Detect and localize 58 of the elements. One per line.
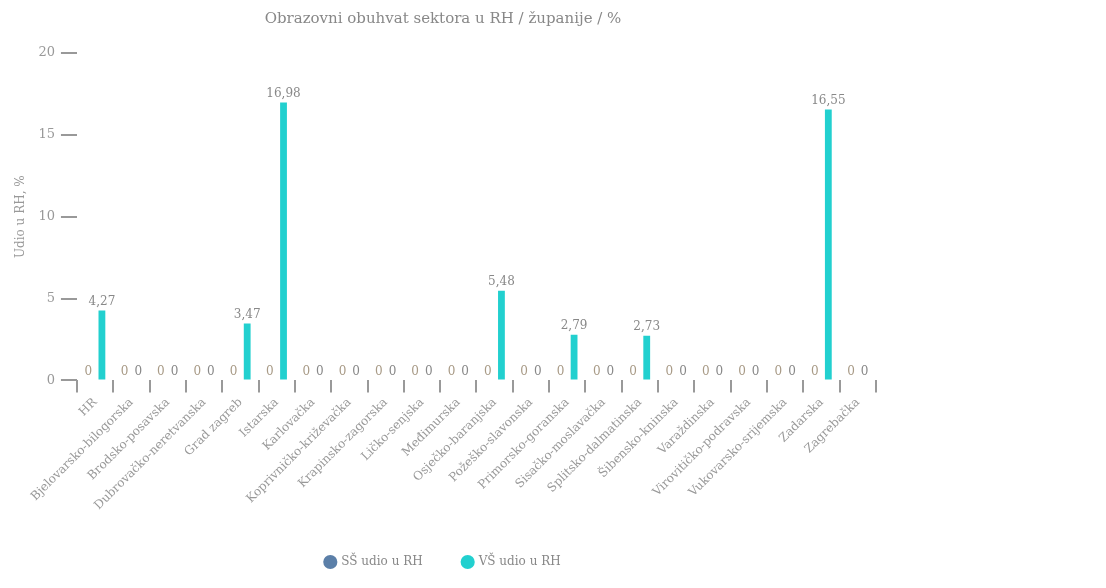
y-tick-label: 0 [46,371,55,387]
data-label: 0 [520,363,528,378]
data-label: 0 [738,363,746,378]
data-label: 0 [388,363,397,378]
bar [243,323,251,380]
data-label: 0 [556,363,565,378]
bar [824,109,832,380]
data-label: 0 [229,363,238,378]
y-tick-label: 10 [38,208,55,224]
legend-label: SŠ udio u RH [341,552,423,569]
data-label: 0 [411,363,419,378]
data-label: 0 [266,363,274,378]
legend-label: VŠ udio u RH [477,552,561,569]
y-tick-label: 5 [46,289,55,305]
data-label: 2,79 [560,317,588,332]
data-label: 0 [375,363,383,378]
data-label: 0 [751,363,760,378]
bar [280,102,287,380]
data-label: 0 [134,363,143,378]
data-label: 3,47 [233,306,261,321]
data-label: 0 [424,363,433,378]
data-label: 0 [592,363,601,378]
y-tick-label: 20 [38,44,55,60]
data-label: 0 [170,363,179,378]
y-tick-label: 15 [38,126,55,142]
data-label: 0 [774,363,783,378]
data-label: 0 [810,363,819,378]
data-label: 0 [665,363,674,378]
data-label: 0 [629,363,637,378]
bar [498,290,505,380]
data-label: 0 [447,363,456,378]
bar [643,335,651,380]
data-label: 5,48 [488,273,515,288]
data-label: 4,27 [88,293,116,308]
data-label: 0 [788,363,796,378]
data-label: 0 [207,363,215,378]
data-label: 0 [847,363,855,378]
data-label: 0 [193,363,202,378]
chart-title: Obrazovni obuhvat sektora u RH / županije / % [264,8,622,27]
data-label: 0 [606,363,615,378]
data-label: 16,55 [811,92,846,107]
data-label: 0 [352,363,360,378]
data-label: 0 [533,363,542,378]
data-label: 0 [302,363,311,378]
data-label: 0 [84,363,93,378]
y-axis-title: Udio u RH, % [13,175,28,259]
data-label: 0 [316,363,324,378]
data-label: 0 [701,363,710,378]
data-label: 0 [715,363,724,378]
data-label: 0 [120,363,129,378]
data-label: 0 [484,363,492,378]
data-label: 16,98 [266,85,301,100]
data-label: 0 [157,363,165,378]
data-label: 0 [338,363,347,378]
data-label: 0 [461,363,469,378]
data-label: 2,73 [633,318,661,333]
data-label: 0 [860,363,869,378]
data-label: 0 [679,363,687,378]
